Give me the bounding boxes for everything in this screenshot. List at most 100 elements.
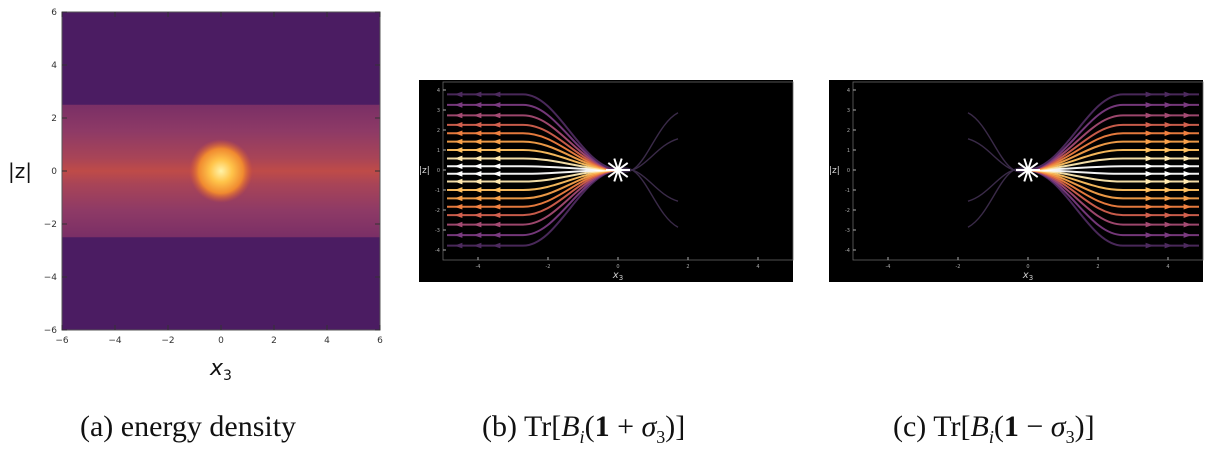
stream-arrow — [1164, 130, 1173, 137]
stream-arrow — [1164, 178, 1173, 185]
stream-arrow — [1164, 221, 1173, 228]
stream-arrow — [492, 178, 501, 185]
stream-arrow — [454, 221, 463, 228]
stream-arrow — [492, 91, 501, 98]
stream-arrow — [1145, 138, 1154, 145]
y-tick-label: 6 — [51, 8, 57, 18]
x-tick-label: 6 — [377, 336, 383, 346]
stream-arrow — [473, 178, 482, 185]
stream-arrow — [1145, 242, 1154, 249]
stream-arrow — [492, 147, 501, 153]
y-tick-label: -3 — [435, 228, 440, 234]
stream-arrow — [1183, 195, 1192, 202]
y-tick-label: 0 — [51, 167, 57, 177]
caption-c-prefix: (c) — [893, 410, 927, 443]
stream-arrow — [1145, 155, 1154, 162]
y-axis-label: |z| — [8, 159, 32, 183]
stream-arrow — [1183, 221, 1192, 228]
stream-arrow — [1145, 122, 1154, 128]
stream-arrow — [1164, 102, 1173, 108]
stream-arrow — [492, 242, 501, 249]
stream-arrow — [1164, 91, 1173, 98]
stream-arrow — [473, 147, 482, 153]
stream-arrow — [1183, 163, 1192, 170]
stream-arrow — [1145, 212, 1154, 218]
stream-arrow — [454, 203, 463, 210]
caption-c-sign: − — [1026, 410, 1044, 443]
stream-arrow — [454, 170, 463, 177]
stream-arrow — [1164, 147, 1173, 153]
y-tick-label: −4 — [44, 273, 58, 283]
caption-c-tr: Tr — [933, 410, 961, 443]
heatmap-peak — [189, 139, 253, 203]
x-tick-label: 0 — [1026, 264, 1029, 270]
stream-arrow — [473, 232, 482, 238]
stream-arrow — [454, 242, 463, 249]
stream-line-faint — [617, 138, 679, 172]
stream-arrow — [1145, 203, 1154, 210]
stream-arrow — [1145, 232, 1154, 238]
stream-arrow — [1183, 138, 1192, 145]
y-tick-label: 3 — [847, 108, 850, 114]
y-tick-label: 4 — [437, 88, 440, 94]
stream-arrow — [492, 203, 501, 210]
stream-arrow — [473, 102, 482, 108]
caption-b: (b) Tr[Bi(1 + σ3)] — [482, 410, 686, 447]
stream-arrow — [454, 232, 463, 238]
x-tick-label: −6 — [55, 336, 69, 346]
stream-arrow — [492, 130, 501, 137]
stream-arrow — [454, 122, 463, 128]
stream-arrow — [1164, 170, 1173, 177]
energy-density-heatmap: −6 −4 −2 0 2 4 6 −6 −4 −2 0 2 4 6 x3 |z| — [8, 8, 383, 384]
stream-arrow — [1183, 155, 1192, 162]
stream-arrow — [1164, 163, 1173, 170]
x-tick-label: −4 — [108, 336, 122, 346]
y-tick-label: 4 — [51, 61, 57, 71]
x-tick-label: -4 — [476, 264, 481, 270]
stream-arrow — [1164, 242, 1173, 249]
stream-arrow — [454, 195, 463, 202]
stream-arrow — [473, 203, 482, 210]
x-tick-label: 4 — [324, 336, 330, 346]
x-axis-label: x3 — [612, 270, 623, 282]
stream-arrow — [492, 155, 501, 162]
caption-a-text: energy density — [120, 410, 297, 443]
stream-arrow — [492, 232, 501, 238]
y-tick-label: 0 — [437, 168, 440, 174]
caption-b-prefix: (b) — [482, 410, 517, 443]
stream-arrow — [1145, 112, 1154, 119]
stream-arrow — [454, 112, 463, 119]
stream-arrow — [1164, 112, 1173, 119]
x-tick-label: −2 — [161, 336, 174, 346]
stream-arrow — [1164, 195, 1173, 202]
x-tick-label: 2 — [686, 264, 689, 270]
stream-arrow — [1145, 91, 1154, 98]
stream-arrow — [492, 112, 501, 119]
stream-arrow — [1164, 155, 1173, 162]
stream-plot-plus: -4 -2 0 2 4 4 3 2 1 0 -1 -2 -3 -4 x3 |z| — [419, 80, 794, 282]
stream-arrow — [492, 221, 501, 228]
y-tick-label: -2 — [435, 208, 440, 214]
stream-arrow — [473, 138, 482, 145]
x-tick-label: 4 — [1166, 264, 1169, 270]
y-tick-label: -2 — [845, 208, 850, 214]
stream-arrow — [454, 178, 463, 185]
stream-arrow — [473, 91, 482, 98]
source-point — [615, 167, 621, 173]
stream-arrow — [1145, 170, 1154, 177]
stream-line-faint — [967, 112, 1029, 173]
stream-arrow — [1183, 130, 1192, 137]
stream-arrow — [473, 112, 482, 119]
stream-arrow — [1183, 178, 1192, 185]
stream-arrow — [454, 187, 463, 193]
stream-arrow — [1164, 122, 1173, 128]
stream-line-faint — [967, 168, 1029, 202]
stream-arrow — [473, 163, 482, 170]
y-axis-label: |z| — [419, 166, 430, 176]
x-tick-label: 0 — [616, 264, 619, 270]
stream-line — [447, 93, 619, 171]
stream-arrow — [454, 102, 463, 108]
stream-arrow — [454, 138, 463, 145]
stream-arrow — [1183, 232, 1192, 238]
stream-arrow — [454, 163, 463, 170]
